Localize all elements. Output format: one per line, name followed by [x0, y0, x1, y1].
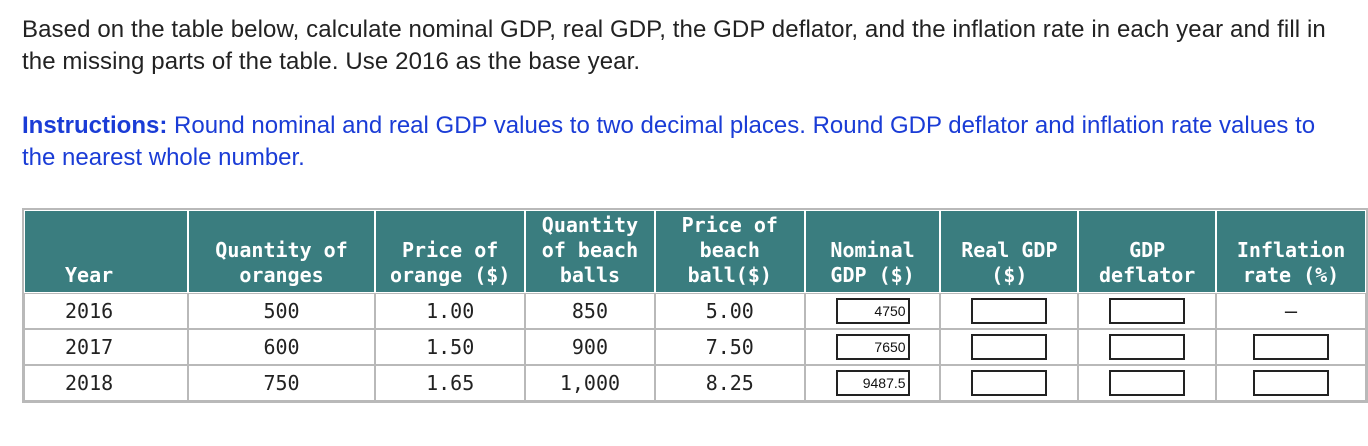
header-qty-oranges: Quantity of oranges	[187, 210, 376, 293]
real-gdp-cell	[940, 365, 1079, 401]
qty-beach-cell: 1,000	[525, 365, 655, 401]
nominal-gdp-cell: 7650	[804, 329, 941, 365]
nominal-gdp-cell: 9487.5	[804, 365, 941, 401]
question-text: Based on the table below, calculate nomi…	[22, 16, 1326, 75]
real-gdp-input-2016[interactable]	[971, 298, 1048, 325]
gdp-deflator-input-2018[interactable]	[1109, 370, 1186, 397]
instructions-text: Instructions: Round nominal and real GDP…	[22, 110, 1352, 174]
qty-beach-cell: 900	[525, 329, 655, 365]
gdp-deflator-cell	[1078, 293, 1217, 329]
qty-oranges-cell: 600	[187, 329, 376, 365]
qty-oranges-cell: 500	[187, 293, 376, 329]
year-cell: 2017	[24, 329, 188, 365]
header-qty-beach: Quantity of beach balls	[525, 210, 655, 293]
inflation-rate-cell	[1216, 365, 1366, 401]
header-inflation-rate: Inflation rate (%)	[1216, 210, 1366, 293]
table-row: 2018 750 1.65 1,000 8.25 9487.5	[24, 365, 1366, 401]
header-gdp-deflator: GDP deflator	[1078, 210, 1217, 293]
header-nominal-gdp: Nominal GDP ($)	[804, 210, 941, 293]
nominal-gdp-input-2017[interactable]: 7650	[835, 334, 910, 361]
instructions-body: Round nominal and real GDP values to two…	[22, 112, 1316, 171]
price-orange-cell: 1.65	[375, 365, 526, 401]
real-gdp-cell	[940, 293, 1079, 329]
year-cell: 2018	[24, 365, 188, 401]
header-row: Year Quantity of oranges Price of orange (…	[24, 210, 1366, 293]
header-price-beach: Price of beach ball($)	[654, 210, 805, 293]
inflation-rate-input-2017[interactable]	[1253, 334, 1330, 361]
price-orange-cell: 1.00	[375, 293, 526, 329]
nominal-gdp-input-2018[interactable]: 9487.5	[835, 370, 910, 397]
inflation-rate-cell	[1216, 329, 1366, 365]
header-real-gdp: Real GDP ($)	[940, 210, 1079, 293]
instructions-label: Instructions:	[22, 112, 168, 139]
inflation-rate-na: –	[1284, 298, 1298, 323]
qty-beach-cell: 850	[525, 293, 655, 329]
year-cell: 2016	[24, 293, 188, 329]
real-gdp-input-2018[interactable]	[971, 370, 1048, 397]
table-row: 2016 500 1.00 850 5.00 4750 –	[24, 293, 1366, 329]
problem-text: Based on the table below, calculate nomi…	[22, 14, 1352, 174]
inflation-rate-input-2018[interactable]	[1253, 370, 1330, 397]
gdp-deflator-cell	[1078, 329, 1217, 365]
nominal-gdp-cell: 4750	[804, 293, 941, 329]
inflation-rate-cell: –	[1216, 293, 1366, 329]
header-price-orange: Price of orange ($)	[375, 210, 526, 293]
nominal-gdp-input-2016[interactable]: 4750	[835, 298, 910, 325]
price-beach-cell: 8.25	[654, 365, 805, 401]
gdp-deflator-input-2017[interactable]	[1109, 334, 1186, 361]
gdp-deflator-cell	[1078, 365, 1217, 401]
table-row: 2017 600 1.50 900 7.50 7650	[24, 329, 1366, 365]
header-year: Year	[24, 210, 188, 293]
price-beach-cell: 7.50	[654, 329, 805, 365]
price-orange-cell: 1.50	[375, 329, 526, 365]
qty-oranges-cell: 750	[187, 365, 376, 401]
price-beach-cell: 5.00	[654, 293, 805, 329]
gdp-deflator-input-2016[interactable]	[1109, 298, 1186, 325]
gdp-table: Year Quantity of oranges Price of orange (…	[22, 208, 1368, 403]
real-gdp-cell	[940, 329, 1079, 365]
real-gdp-input-2017[interactable]	[971, 334, 1048, 361]
